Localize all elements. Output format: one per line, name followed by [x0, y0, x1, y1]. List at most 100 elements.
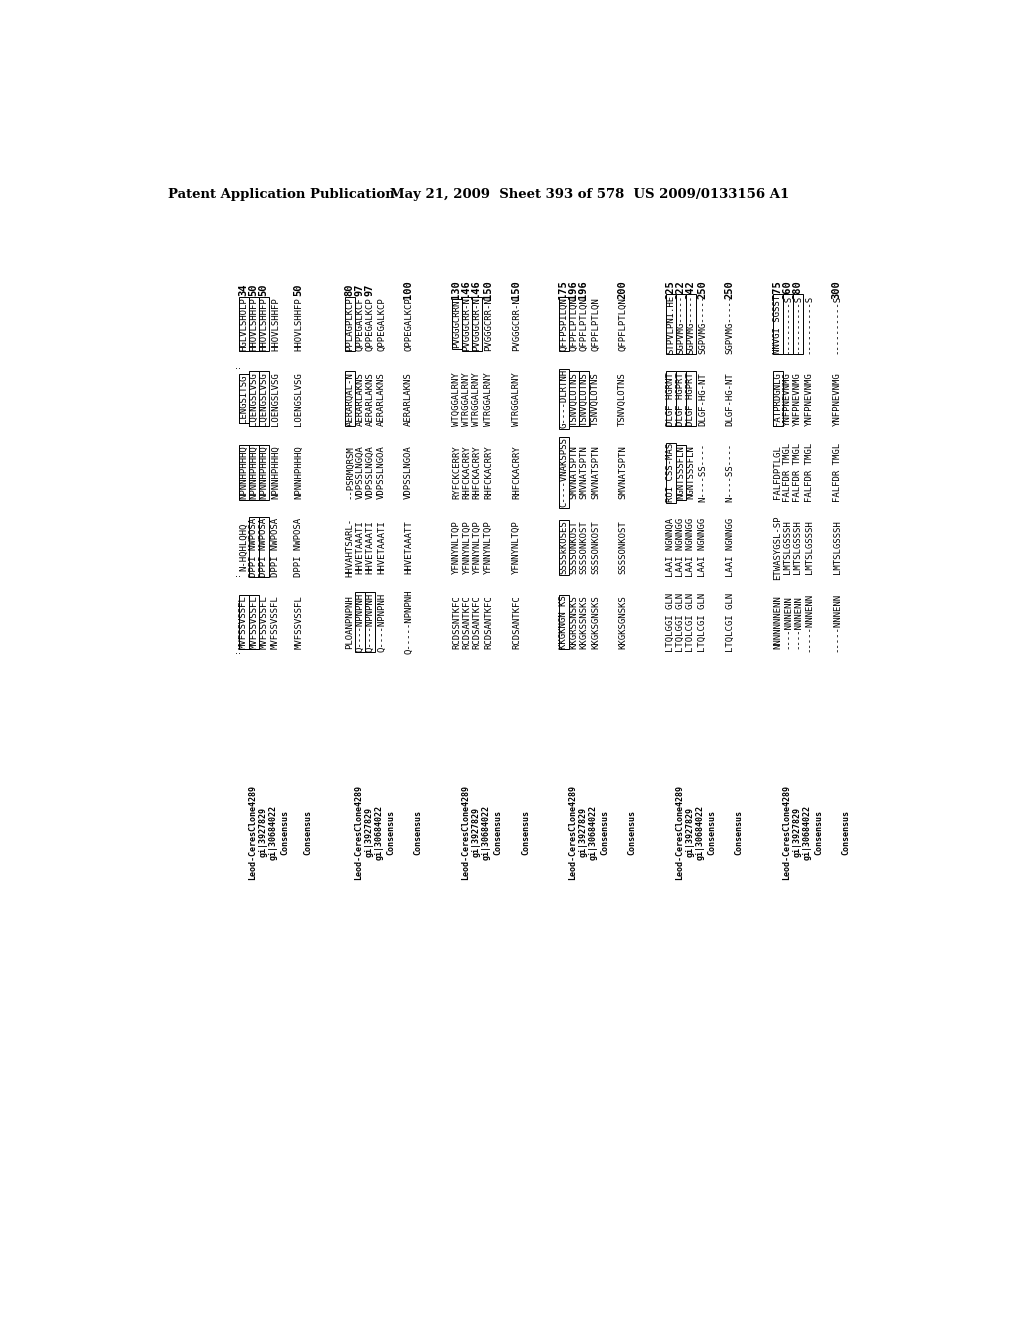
- Text: Consensus: Consensus: [627, 809, 636, 854]
- Text: VDPSSLNGOA: VDPSSLNGOA: [377, 446, 386, 499]
- Text: 275: 275: [772, 280, 782, 298]
- Text: 100: 100: [403, 280, 414, 298]
- Text: Q----NPNPNH: Q----NPNPNH: [377, 593, 386, 652]
- Text: Consensus: Consensus: [735, 809, 743, 854]
- Text: RYFCKCERRY: RYFCKCERRY: [453, 446, 461, 499]
- Text: TSNVQLOTNS: TSNVQLOTNS: [569, 372, 579, 425]
- Text: 50: 50: [248, 282, 258, 296]
- Text: 97: 97: [365, 282, 375, 296]
- Text: KKGKNGN KS: KKGKNGN KS: [559, 595, 568, 649]
- Text: SMVNATSPTN: SMVNATSPTN: [569, 446, 579, 499]
- Text: QPPEGALKCP: QPPEGALKCP: [366, 297, 375, 351]
- Text: gi|30684022: gi|30684022: [802, 805, 811, 859]
- Text: HHVETAAATI: HHVETAAATI: [355, 520, 365, 574]
- Text: AERARLAKNS: AERARLAKNS: [377, 372, 386, 425]
- Text: WTRGGALRNY: WTRGGALRNY: [462, 372, 471, 425]
- Text: AERARLAKNS: AERARLAKNS: [366, 372, 375, 425]
- Text: 50: 50: [258, 282, 268, 296]
- Text: RCDSANTKFC: RCDSANTKFC: [462, 595, 471, 649]
- Text: May 21, 2009  Sheet 393 of 578  US 2009/0133156 A1: May 21, 2009 Sheet 393 of 578 US 2009/01…: [390, 187, 790, 201]
- Text: 50: 50: [293, 282, 303, 296]
- Text: SGPVMG-----: SGPVMG-----: [698, 294, 707, 354]
- Text: PPLAGPLKCP: PPLAGPLKCP: [345, 297, 354, 351]
- Text: TSNVQLOTNS: TSNVQLOTNS: [580, 372, 589, 425]
- Text: PVGGGCRR-N: PVGGGCRR-N: [472, 297, 481, 351]
- Text: LMTSLGSSSH: LMTSLGSSSH: [833, 520, 842, 574]
- Text: Consensus: Consensus: [386, 809, 395, 854]
- Text: SMVNATSPTN: SMVNATSPTN: [580, 446, 589, 499]
- Text: SMVNATSPTN: SMVNATSPTN: [618, 446, 627, 499]
- Text: ..: ..: [236, 569, 241, 579]
- Text: RCDSANTKFC: RCDSANTKFC: [484, 595, 493, 649]
- Text: 80: 80: [344, 282, 354, 296]
- Text: Consensus: Consensus: [303, 809, 312, 854]
- Text: 150: 150: [483, 280, 493, 298]
- Text: FALFDR TMGL: FALFDR TMGL: [794, 444, 802, 502]
- Text: Leod-CeresClone4289: Leod-CeresClone4289: [354, 784, 364, 879]
- Text: QPPEGALKCF: QPPEGALKCF: [355, 297, 365, 351]
- Text: HHVETAAATI: HHVETAAATI: [366, 520, 375, 574]
- Text: RHFCKACRRY: RHFCKACRRY: [462, 446, 471, 499]
- Text: 242: 242: [685, 280, 695, 298]
- Text: KKGRSSNSKS: KKGRSSNSKS: [569, 595, 579, 649]
- Text: ----NNNENN: ----NNNENN: [794, 595, 802, 649]
- Text: DLGF HGRNT: DLGF HGRNT: [667, 372, 675, 425]
- Text: 150: 150: [511, 280, 521, 298]
- Text: Q-----NPNPNH: Q-----NPNPNH: [404, 590, 414, 655]
- Text: RCDSSNTKFC: RCDSSNTKFC: [453, 595, 461, 649]
- Text: 196: 196: [579, 280, 589, 298]
- Text: ----NNNENN: ----NNNENN: [783, 595, 793, 649]
- Text: ETWASYGSL-SP: ETWASYGSL-SP: [773, 515, 782, 579]
- Text: Consensus: Consensus: [414, 809, 422, 854]
- Text: WTRGGALRNY: WTRGGALRNY: [472, 372, 481, 425]
- Text: SSSSONKOST: SSSSONKOST: [591, 520, 600, 574]
- Text: SGPVMG-----: SGPVMG-----: [676, 294, 685, 354]
- Text: Consensus: Consensus: [493, 809, 502, 854]
- Text: -----NNNENN: -----NNNENN: [805, 593, 814, 652]
- Text: ..: ..: [236, 647, 241, 656]
- Text: LQENGSLVSG: LQENGSLVSG: [249, 372, 258, 425]
- Text: gi|30684022: gi|30684022: [375, 805, 383, 859]
- Text: Leod-CeresClone4289: Leod-CeresClone4289: [248, 784, 257, 879]
- Text: gi|3927829: gi|3927829: [365, 807, 374, 857]
- Text: Consensus: Consensus: [521, 809, 530, 854]
- Text: RCDSANTKFC: RCDSANTKFC: [472, 595, 481, 649]
- Text: YFNNYNLTQP: YFNNYNLTQP: [462, 520, 471, 574]
- Text: KKGKSSNSKS: KKGKSSNSKS: [580, 595, 589, 649]
- Text: gi|30684022: gi|30684022: [481, 805, 490, 859]
- Text: QFPFLPTLQN: QFPFLPTLQN: [591, 297, 600, 351]
- Text: 222: 222: [675, 280, 685, 298]
- Text: HHVETAAATT: HHVETAAATT: [404, 520, 414, 574]
- Text: Leod-CeresClone4289: Leod-CeresClone4289: [675, 784, 684, 879]
- Text: LAAI NGNNGG: LAAI NGNNGG: [698, 517, 707, 577]
- Text: gi|3927829: gi|3927829: [685, 807, 694, 857]
- Text: --PSRMQRSM: --PSRMQRSM: [345, 446, 354, 499]
- Text: KKGKSGNSKS: KKGKSGNSKS: [618, 595, 627, 649]
- Text: Consensus: Consensus: [707, 809, 716, 854]
- Text: Q----NPNPNH: Q----NPNPNH: [355, 593, 365, 652]
- Text: YNFPNEVNMG: YNFPNEVNMG: [794, 372, 802, 425]
- Text: gi|3927829: gi|3927829: [793, 807, 801, 857]
- Text: 34: 34: [239, 282, 248, 296]
- Text: ROI CSS-MAS: ROI CSS-MAS: [667, 444, 675, 502]
- Text: DLGF-HG-NT: DLGF-HG-NT: [726, 372, 735, 425]
- Text: DLGF-HG-NT: DLGF-HG-NT: [698, 372, 707, 425]
- Text: FALFDR TMGL: FALFDR TMGL: [783, 444, 793, 502]
- Text: MVFSSVSSFL: MVFSSVSSFL: [240, 595, 248, 649]
- Text: HHOVLSHHFP: HHOVLSHHFP: [271, 297, 280, 351]
- Text: ----------S: ----------S: [833, 294, 842, 354]
- Text: Consensus: Consensus: [814, 809, 823, 854]
- Text: Patent Application Publication: Patent Application Publication: [168, 187, 395, 201]
- Text: gi|30684022: gi|30684022: [268, 805, 278, 859]
- Text: LAAI NGNNGG: LAAI NGNNGG: [686, 517, 695, 577]
- Text: 260: 260: [782, 280, 793, 298]
- Text: SSSSONKOST: SSSSONKOST: [580, 520, 589, 574]
- Text: N----SS----: N----SS----: [726, 444, 735, 502]
- Text: YFNNYNLTQP: YFNNYNLTQP: [453, 520, 461, 574]
- Text: KKGKSGNSKS: KKGKSGNSKS: [591, 595, 600, 649]
- Text: MVFSSVSSFL: MVFSSVSSFL: [271, 595, 280, 649]
- Text: DLGF HGPRT: DLGF HGPRT: [676, 372, 685, 425]
- Text: gi|3927829: gi|3927829: [258, 807, 267, 857]
- Text: gi|3927829: gi|3927829: [471, 807, 480, 857]
- Text: Consensus: Consensus: [842, 809, 851, 854]
